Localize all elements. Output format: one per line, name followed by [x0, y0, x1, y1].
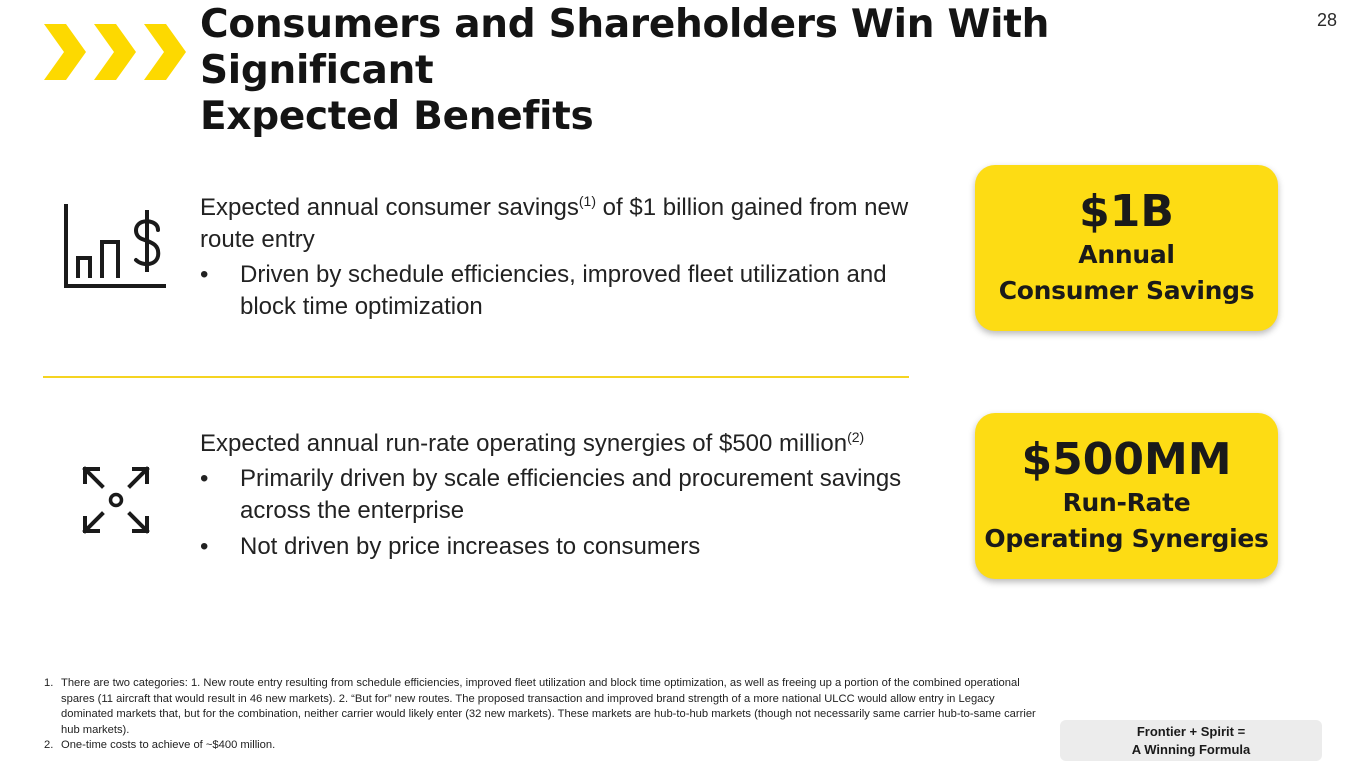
bullet-dot: • — [200, 533, 209, 560]
footnote-text: One-time costs to achieve of ~$400 milli… — [61, 739, 276, 751]
section-divider — [43, 376, 909, 378]
page-title-line-1: Consumers and Shareholders Win With Sign… — [200, 2, 1050, 93]
footnote-number: 2. — [44, 739, 54, 751]
consumer-savings-text: Expected annual consumer savings(1) of $… — [200, 192, 920, 327]
bullet-text: Not driven by price increases to consume… — [240, 533, 701, 560]
chevron-3 — [144, 24, 186, 80]
chevron-2 — [94, 24, 136, 80]
chevron-arrows-logo — [44, 24, 186, 80]
page-title-line-2: Expected Benefits — [200, 94, 594, 139]
footnote-1: 1. There are two categories: 1. New rout… — [44, 676, 1044, 738]
lead-text: Expected annual consumer savings — [200, 194, 579, 221]
operating-synergies-lead: Expected annual run-rate operating syner… — [200, 428, 920, 460]
consumer-savings-lead: Expected annual consumer savings(1) of $… — [200, 192, 920, 256]
footnote-text: There are two categories: 1. New route e… — [61, 677, 1036, 736]
chart-dollar-icon — [64, 204, 166, 288]
list-item: • Driven by schedule efficiencies, improv… — [200, 259, 920, 323]
card-label-line-2: Consumer Savings — [998, 276, 1255, 305]
footnotes: 1. There are two categories: 1. New rout… — [44, 676, 1044, 754]
operating-synergies-card: $500MM Run-Rate Operating Synergies — [975, 413, 1278, 579]
badge-line-1: Frontier + Spirit = — [1136, 724, 1246, 739]
bullet-dot: • — [200, 465, 209, 492]
consumer-savings-card: $1B Annual Consumer Savings — [975, 165, 1278, 331]
page-number: 28 — [1316, 10, 1337, 30]
footnote-2: 2. One-time costs to achieve of ~$400 mi… — [44, 738, 1044, 754]
chevron-1 — [44, 24, 86, 80]
consumer-savings-bullets: • Driven by schedule efficiencies, improv… — [200, 259, 920, 323]
footnote-ref-1: (1) — [578, 193, 597, 209]
expand-arrows-icon — [82, 466, 150, 534]
operating-synergies-text: Expected annual run-rate operating syner… — [200, 428, 920, 567]
footnote-number: 1. — [44, 677, 54, 689]
footnote-ref-2: (2) — [847, 429, 865, 445]
bullet-text: Primarily driven by scale efficiencies a… — [240, 465, 902, 524]
list-item: • Primarily driven by scale efficiencies … — [200, 463, 920, 527]
operating-synergies-bullets: • Primarily driven by scale efficiencies … — [200, 463, 920, 563]
bullet-dot: • — [200, 261, 209, 288]
list-item: • Not driven by price increases to consum… — [200, 531, 920, 563]
lead-text-rest: of $1 billion gained from new route entr… — [200, 194, 909, 253]
page-title: Consumers and Shareholders Win With Sign… — [200, 2, 1280, 140]
badge-line-2: A Winning Formula — [1131, 742, 1251, 757]
card-value: $1B — [1079, 186, 1174, 237]
lead-text: Expected annual run-rate operating syner… — [200, 430, 848, 457]
card-label-line-1: Run-Rate — [1062, 488, 1191, 517]
card-value: $500MM — [1021, 434, 1232, 485]
winning-formula-badge: Frontier + Spirit = A Winning Formula — [1060, 720, 1322, 761]
card-label-line-2: Operating Synergies — [984, 524, 1269, 553]
card-label-line-1: Annual — [1078, 240, 1175, 269]
bullet-text: Driven by schedule efficiencies, improve… — [240, 261, 887, 320]
